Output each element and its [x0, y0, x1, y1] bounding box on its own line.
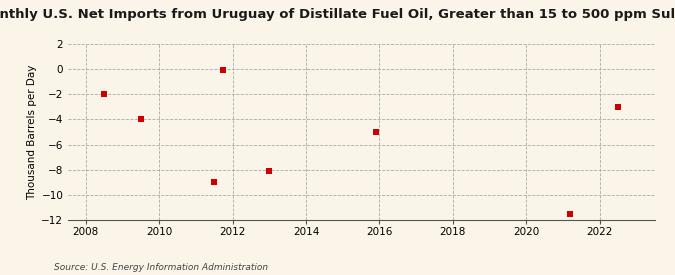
Point — [613, 105, 624, 109]
Point — [565, 211, 576, 216]
Y-axis label: Thousand Barrels per Day: Thousand Barrels per Day — [27, 64, 37, 200]
Point — [99, 92, 109, 97]
Point — [218, 68, 229, 73]
Text: Monthly U.S. Net Imports from Uruguay of Distillate Fuel Oil, Greater than 15 to: Monthly U.S. Net Imports from Uruguay of… — [0, 8, 675, 21]
Point — [371, 130, 381, 134]
Text: Source: U.S. Energy Information Administration: Source: U.S. Energy Information Administ… — [54, 263, 268, 272]
Point — [209, 180, 220, 185]
Point — [264, 169, 275, 173]
Point — [136, 117, 146, 122]
